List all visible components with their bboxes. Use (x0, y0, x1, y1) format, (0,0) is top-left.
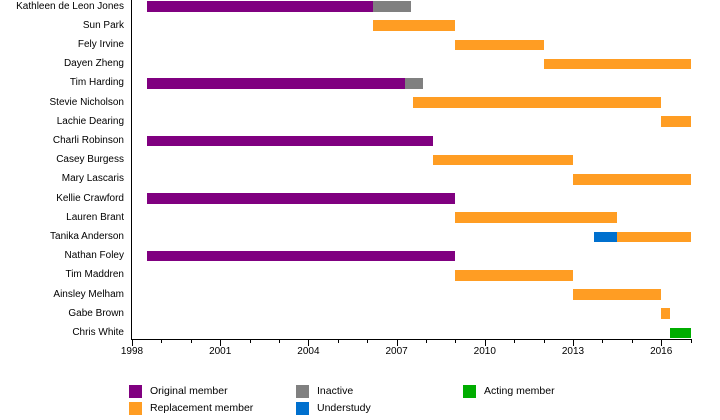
bar-replacement (573, 289, 662, 300)
x-axis-minor-tick (631, 340, 633, 343)
legend-swatch-acting (463, 385, 476, 398)
row-label: Charli Robinson (52, 134, 124, 146)
bar-replacement (617, 231, 691, 243)
legend-swatch-inactive (296, 385, 309, 398)
legend-swatch-understudy (296, 402, 309, 415)
x-axis-major-tick (308, 340, 310, 346)
x-axis-minor-tick (602, 340, 604, 343)
bar-inactive (405, 78, 424, 89)
x-axis-major-tick (220, 340, 222, 346)
row-label: Lachie Dearing (56, 115, 124, 127)
bar-replacement (661, 308, 670, 319)
x-axis-tick-label: 2013 (561, 346, 585, 357)
x-axis-major-tick (132, 340, 133, 346)
legend-swatch-original (129, 385, 142, 398)
row-label: Casey Burgess (56, 154, 124, 166)
x-axis-minor-tick (161, 340, 163, 343)
row-label: Stevie Nicholson (49, 96, 124, 108)
y-axis-line (130, 0, 132, 340)
row-label: Mary Lascaris (61, 173, 124, 185)
bar-replacement (573, 174, 691, 185)
row-label: Tim Harding (69, 77, 124, 89)
bar-original (146, 78, 406, 89)
x-axis-tick-label: 2007 (385, 346, 408, 357)
x-axis-minor-tick (249, 340, 251, 343)
x-axis-major-tick (396, 340, 398, 346)
x-axis-minor-tick (514, 340, 516, 343)
x-axis-tick-label: 2010 (473, 346, 496, 357)
bar-replacement (373, 20, 456, 31)
bar-original (146, 135, 434, 147)
x-axis-tick-label: 2016 (650, 346, 673, 357)
x-axis-major-tick (484, 340, 486, 346)
x-axis-minor-tick (367, 340, 369, 343)
x-axis-tick-label: 2001 (209, 346, 232, 357)
bar-original (146, 1, 374, 12)
x-axis-minor-tick (690, 340, 692, 343)
legend-swatch-replacement (129, 402, 142, 415)
legend-label-understudy: Understudy (317, 402, 371, 414)
x-axis-major-tick (573, 340, 574, 346)
bar-acting (670, 327, 691, 339)
row-label: Chris White (72, 326, 124, 338)
bar-understudy (593, 231, 618, 243)
bar-replacement (543, 58, 691, 70)
row-label: Kellie Crawford (56, 192, 124, 204)
bar-inactive (373, 1, 412, 12)
x-axis-tick-label: 1998 (120, 346, 144, 357)
x-axis-tick-label: 2004 (297, 346, 320, 357)
row-label: Tim Maddren (65, 269, 124, 281)
row-label: Tanika Anderson (50, 230, 124, 242)
bar-original (146, 250, 456, 262)
x-axis-minor-tick (426, 340, 427, 343)
legend-label-original: Original member (150, 385, 228, 397)
row-label: Nathan Foley (64, 250, 124, 262)
row-label: Gabe Brown (68, 307, 124, 319)
x-axis-minor-tick (455, 340, 457, 343)
x-axis-minor-tick (543, 340, 545, 343)
bar-replacement (455, 212, 618, 223)
bar-replacement (455, 270, 573, 281)
x-axis-minor-tick (190, 340, 192, 343)
row-label: Kathleen de Leon Jones (16, 0, 124, 12)
legend-label-inactive: Inactive (317, 385, 354, 397)
x-axis-minor-tick (337, 340, 339, 343)
bar-replacement (661, 116, 691, 127)
x-axis-major-tick (661, 340, 663, 346)
bar-replacement (412, 97, 662, 108)
row-label: Sun Park (82, 19, 124, 31)
x-axis-minor-tick (279, 340, 280, 343)
bar-replacement (433, 154, 573, 166)
bar-original (146, 193, 456, 204)
row-label: Fely Irvine (77, 38, 124, 50)
legend-label-acting: Acting member (484, 385, 555, 397)
legend-label-replacement: Replacement member (150, 402, 254, 414)
row-label: Lauren Brant (66, 211, 124, 223)
row-label: Dayen Zheng (63, 58, 124, 70)
row-label: Ainsley Melham (53, 288, 124, 300)
bar-replacement (455, 39, 544, 51)
x-axis-line (130, 338, 692, 340)
